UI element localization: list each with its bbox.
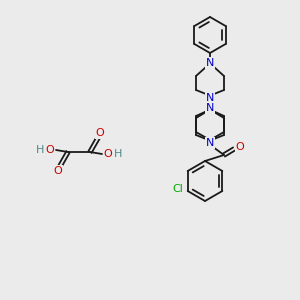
Text: O: O <box>46 145 54 155</box>
Text: O: O <box>54 166 62 176</box>
Text: N: N <box>206 93 214 103</box>
Text: N: N <box>206 138 214 148</box>
Text: H: H <box>36 145 44 155</box>
Text: Cl: Cl <box>172 184 183 194</box>
Text: O: O <box>236 142 244 152</box>
Text: H: H <box>114 149 122 159</box>
Text: O: O <box>96 128 104 138</box>
Text: N: N <box>206 103 214 113</box>
Text: O: O <box>103 149 112 159</box>
Text: N: N <box>206 58 214 68</box>
